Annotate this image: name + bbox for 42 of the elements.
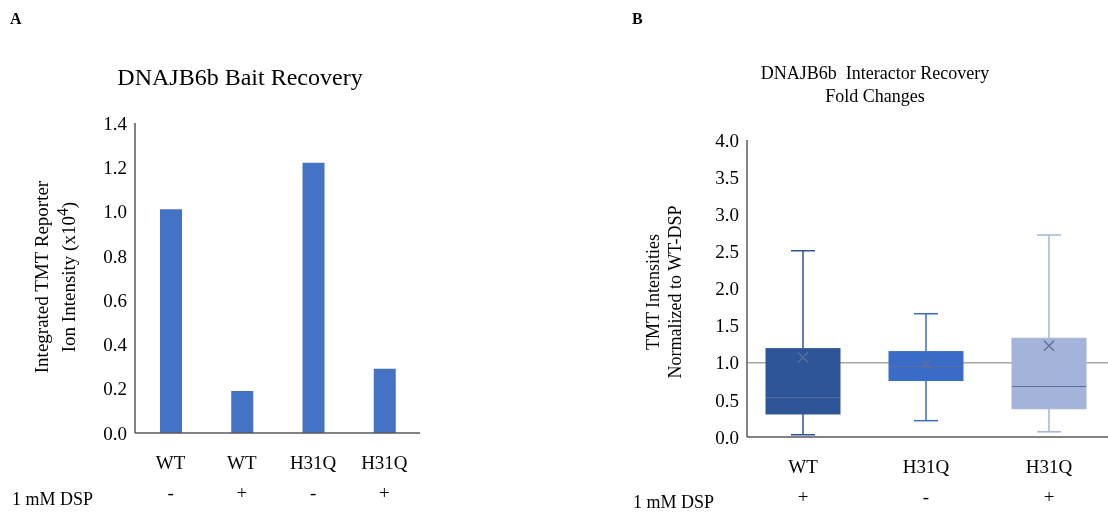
bar xyxy=(373,368,396,433)
text: - xyxy=(167,482,174,503)
y-tick-label: 0.4 xyxy=(103,334,128,356)
x-tick-label: H31Q xyxy=(289,452,337,473)
text: A xyxy=(10,10,22,28)
text: - xyxy=(922,486,930,507)
text: 1 mM DSP xyxy=(12,489,94,510)
y-tick-label: 0.6 xyxy=(103,289,127,311)
x-tick-label: H31Q xyxy=(902,456,950,477)
text: + xyxy=(236,482,248,503)
y-tick-label: 1.5 xyxy=(715,315,739,337)
text: + xyxy=(1043,486,1055,507)
text: B xyxy=(632,10,643,28)
bar xyxy=(302,162,325,433)
x-tick-label: H31Q xyxy=(1025,456,1073,477)
y-tick-label: 2.0 xyxy=(715,278,739,300)
y-tick-label: 4.0 xyxy=(715,129,739,151)
y-tick-label: 0.5 xyxy=(715,389,739,411)
y-tick-label: 2.5 xyxy=(715,241,739,263)
y-tick-label: 0.0 xyxy=(103,422,127,444)
text: + xyxy=(797,486,809,507)
y-tick-label: 1.0 xyxy=(103,201,127,223)
text: 1 mM DSP xyxy=(633,492,715,513)
chart-title: DNAJB6b Interactor Recovery Fold Changes xyxy=(760,62,990,107)
text: - xyxy=(309,482,317,503)
x-tick-label: WT xyxy=(788,456,819,477)
y-tick-label: 1.2 xyxy=(103,157,127,179)
x-tick-label: WT xyxy=(227,452,258,473)
x-tick-label: WT xyxy=(155,452,186,473)
bar xyxy=(160,209,182,433)
chart-title: DNAJB6b Bait Recovery xyxy=(117,63,363,92)
y-tick-label: 0.0 xyxy=(715,426,739,448)
y-tick-label: 1.0 xyxy=(715,352,739,374)
y-tick-label: 1.4 xyxy=(103,112,128,134)
x-tick-label: H31Q xyxy=(361,452,408,473)
bar xyxy=(231,390,254,433)
y-tick-label: 0.8 xyxy=(103,245,127,267)
y-tick-label: 3.5 xyxy=(715,166,739,188)
text: + xyxy=(379,482,390,503)
y-tick-label: 3.0 xyxy=(715,203,739,225)
y-axis-title: TMT Intensities Normalized to WT-DSP xyxy=(643,205,686,379)
y-tick-label: 0.2 xyxy=(103,378,127,400)
